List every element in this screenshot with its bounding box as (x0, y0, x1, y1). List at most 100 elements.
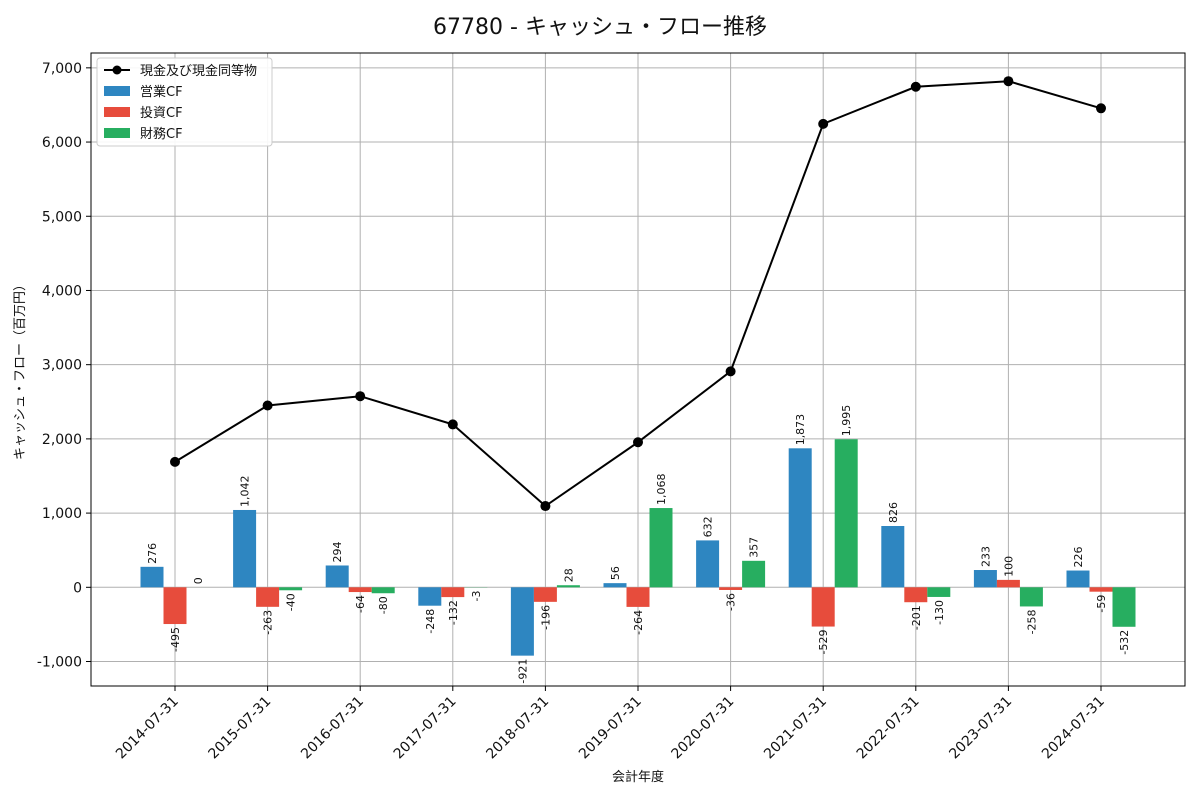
x-tick-label: 2017-07-31 (391, 694, 460, 763)
data-label: 632 (702, 516, 715, 537)
data-label: 226 (1072, 547, 1085, 568)
data-label: -132 (447, 600, 460, 625)
x-tick-label: 2019-07-31 (576, 694, 645, 763)
bar-財務CF-2021-07-31 (834, 439, 858, 588)
legend-swatch (104, 86, 130, 96)
legend-entry-label: 現金及び現金同等物 (140, 63, 257, 79)
y-tick-label: -1,000 (37, 655, 82, 671)
x-axis-ticks: 2014-07-31 2015-07-31 2016-07-31 2017-07-31… (113, 686, 1108, 762)
y-axis-label: キャッシュ・フロー（百万円） (13, 278, 28, 460)
data-label: -130 (933, 600, 946, 625)
y-axis-ticks: -1,000 0 1,000 2,000 3,000 4,000 5,000 6,000 7,0… (37, 61, 91, 671)
bar-財務CF-2024-07-31 (1112, 587, 1136, 627)
y-tick-label: 7,000 (42, 61, 82, 77)
data-label: -495 (169, 627, 182, 652)
x-tick-label: 2016-07-31 (298, 694, 367, 763)
y-tick-label: 5,000 (42, 209, 82, 225)
bar-営業CF-2015-07-31 (233, 509, 257, 588)
legend-swatch (104, 107, 130, 117)
bar-投資CF-2024-07-31 (1089, 587, 1113, 592)
x-tick-label: 2014-07-31 (113, 694, 182, 763)
bar-投資CF-2014-07-31 (163, 587, 187, 625)
grid-lines (91, 53, 1185, 686)
bar-投資CF-2022-07-31 (904, 587, 928, 603)
x-tick-label: 2023-07-31 (946, 694, 1015, 763)
data-label: 276 (146, 543, 159, 564)
data-label: 1,042 (239, 475, 252, 507)
cash-point-2014-07-31 (170, 456, 180, 467)
data-label: -201 (910, 605, 923, 630)
cash-point-2018-07-31 (540, 501, 551, 512)
cash-point-2015-07-31 (262, 400, 273, 411)
data-label: 28 (562, 568, 575, 582)
bar-営業CF-2022-07-31 (881, 526, 905, 588)
chart-title: 67780 - キャッシュ・フロー推移 (433, 15, 767, 40)
data-label: -532 (1118, 630, 1131, 655)
cash-point-2023-07-31 (1003, 76, 1014, 87)
bar-投資CF-2021-07-31 (811, 587, 835, 627)
y-tick-label: 4,000 (42, 283, 82, 299)
cash-point-2017-07-31 (447, 419, 458, 430)
bar-営業CF-2024-07-31 (1066, 570, 1090, 588)
data-label: 0 (192, 577, 205, 584)
bar-営業CF-2020-07-31 (696, 540, 720, 588)
bar-財務CF-2022-07-31 (927, 587, 951, 597)
bar-財務CF-2023-07-31 (1019, 587, 1043, 607)
bar-投資CF-2020-07-31 (719, 587, 743, 590)
bar-営業CF-2023-07-31 (973, 570, 997, 588)
cash-point-2019-07-31 (633, 437, 643, 448)
data-label: -196 (539, 605, 552, 630)
data-label: -529 (817, 630, 830, 655)
data-label: 56 (609, 566, 622, 580)
data-label: -921 (516, 659, 529, 684)
bar-営業CF-2016-07-31 (325, 565, 349, 588)
data-label: 1,873 (794, 414, 807, 446)
data-label: -36 (725, 593, 738, 611)
legend-entry-label: 財務CF (140, 127, 183, 142)
data-label: 826 (887, 502, 900, 523)
x-tick-label: 2024-07-31 (1039, 694, 1108, 763)
cash-point-2024-07-31 (1096, 103, 1106, 114)
bar-営業CF-2017-07-31 (418, 587, 442, 606)
cash-line (170, 76, 1106, 512)
legend-entry-label: 投資CF (140, 105, 183, 121)
x-tick-label: 2021-07-31 (761, 694, 830, 763)
bars (140, 439, 1136, 656)
data-label: -59 (1095, 595, 1108, 613)
bar-営業CF-2019-07-31 (603, 583, 627, 588)
x-tick-label: 2015-07-31 (206, 694, 275, 763)
bar-投資CF-2018-07-31 (533, 587, 557, 602)
cash-point-2021-07-31 (818, 118, 829, 129)
data-label: 1,995 (840, 405, 853, 437)
bar-財務CF-2020-07-31 (742, 560, 766, 588)
bar-投資CF-2016-07-31 (348, 587, 372, 593)
bar-財務CF-2018-07-31 (556, 585, 580, 588)
legend-box (96, 57, 273, 147)
bar-財務CF-2016-07-31 (371, 587, 395, 594)
data-labels: 276 1,042 294 -248 -921 56 632 1,873 826 233 226 -4… (146, 405, 1131, 684)
data-label: 294 (331, 541, 344, 562)
bar-投資CF-2015-07-31 (256, 587, 280, 607)
data-label: -248 (424, 609, 437, 634)
y-tick-label: 2,000 (42, 432, 82, 448)
x-tick-label: 2020-07-31 (669, 694, 738, 763)
x-tick-label: 2022-07-31 (854, 694, 923, 763)
data-label: -264 (632, 610, 645, 635)
data-label: -40 (285, 593, 298, 611)
cash-point-2020-07-31 (725, 366, 736, 377)
bar-営業CF-2018-07-31 (510, 587, 534, 656)
bar-投資CF-2017-07-31 (441, 587, 465, 598)
bar-投資CF-2019-07-31 (626, 587, 650, 607)
y-tick-label: 0 (73, 580, 82, 596)
bar-営業CF-2014-07-31 (140, 566, 164, 588)
x-axis-label: 会計年度 (612, 769, 664, 785)
y-tick-label: 3,000 (42, 358, 82, 374)
legend-entry-label: 営業CF (140, 84, 183, 100)
data-label: -64 (354, 595, 367, 613)
cash-point-2022-07-31 (910, 81, 921, 92)
data-label: 357 (748, 537, 761, 558)
data-label: -263 (262, 610, 275, 635)
cash-point-2016-07-31 (355, 391, 366, 402)
